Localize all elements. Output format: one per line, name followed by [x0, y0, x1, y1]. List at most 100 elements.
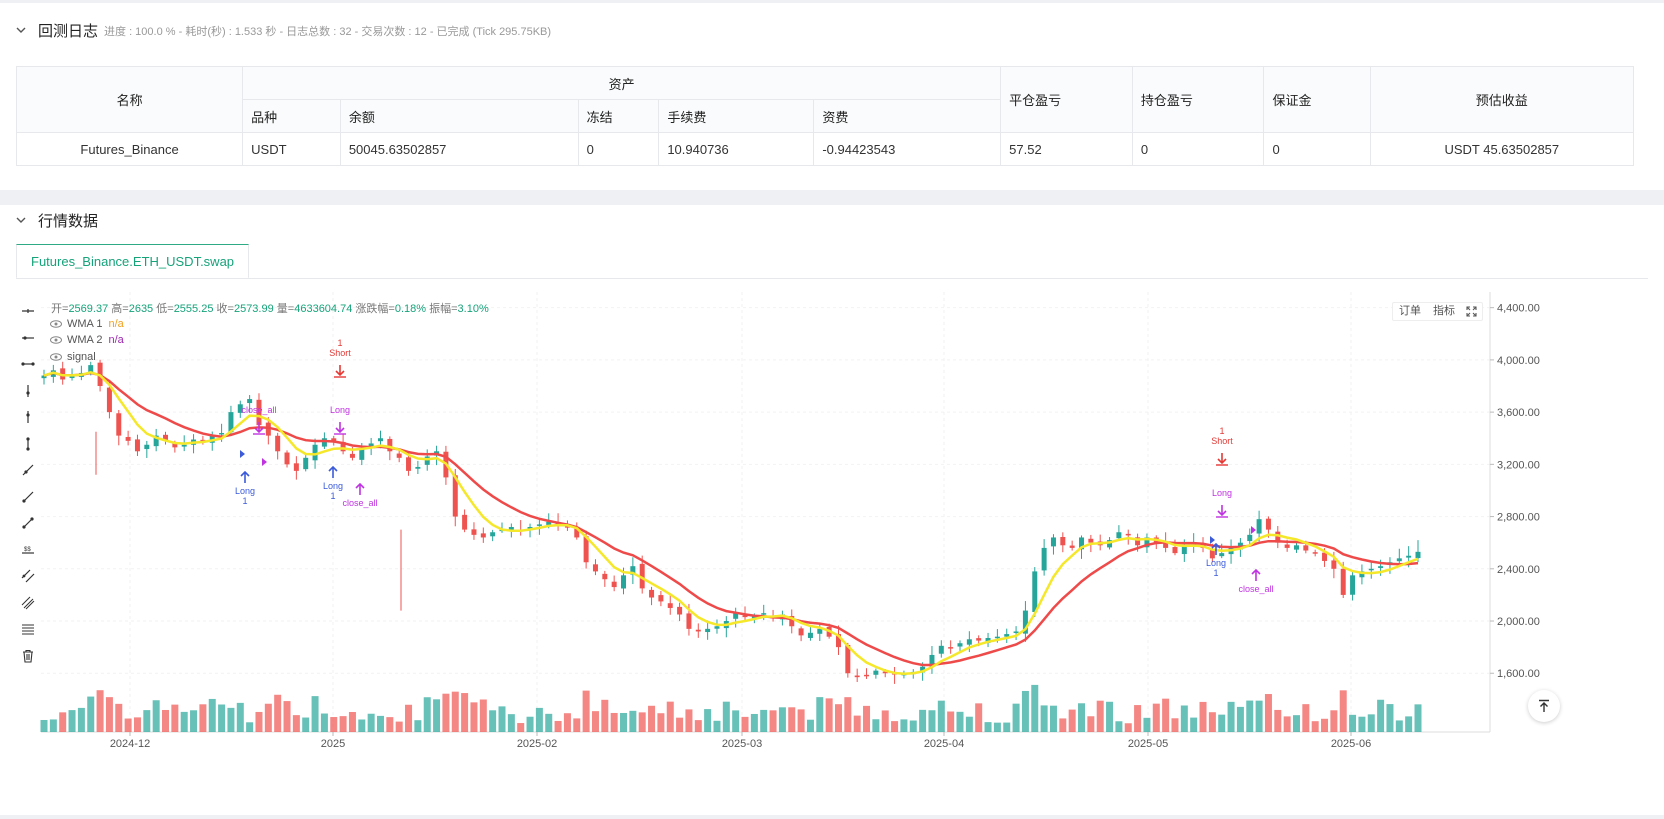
volume-bar — [40, 719, 48, 732]
volume-bar — [339, 716, 347, 732]
signal-marker-long[interactable]: Long — [1212, 488, 1232, 518]
legend-signal[interactable]: signal — [50, 351, 102, 363]
candle-body — [602, 573, 608, 580]
price-chart[interactable]: 1,600.00 2,000.00 2,400.00 2,800.00 3,200.00… — [0, 292, 1664, 762]
time-tick-label: 2025-04 — [924, 738, 964, 750]
extended-line-icon[interactable] — [17, 510, 39, 537]
volume-bar — [1078, 703, 1086, 732]
volume-bar — [1395, 720, 1403, 732]
header-close-pnl: 平仓盈亏 — [1000, 66, 1133, 133]
fib-retracement-icon[interactable] — [17, 616, 39, 643]
fullscreen-icon[interactable] — [1461, 303, 1482, 320]
orders-button[interactable]: 订单 — [1399, 305, 1421, 317]
signal-marker-long[interactable]: Long — [330, 405, 350, 435]
candle-body — [1265, 518, 1271, 530]
candle-body — [789, 615, 795, 627]
ray-line-icon[interactable] — [17, 484, 39, 511]
candle-body — [1163, 541, 1169, 548]
svg-text:Long: Long — [1212, 488, 1232, 498]
volume-bar — [1386, 704, 1394, 732]
vertical-ray-icon[interactable] — [17, 404, 39, 431]
candle-body — [406, 457, 412, 471]
delete-icon[interactable] — [17, 643, 39, 670]
volume-bar — [1049, 705, 1057, 732]
volume-bar — [96, 690, 104, 732]
signal-marker-close-all[interactable]: close_all — [241, 405, 277, 435]
candle-body — [284, 452, 290, 465]
crosshair-icon[interactable] — [17, 298, 39, 325]
trade-marker — [1210, 536, 1215, 544]
volume-bar — [264, 703, 272, 732]
volume-bar — [405, 704, 413, 732]
candle-body — [1060, 536, 1066, 546]
svg-text:$$: $$ — [24, 547, 31, 553]
candle-body — [415, 466, 421, 469]
tab-eth-usdt-swap[interactable]: Futures_Binance.ETH_USDT.swap — [16, 244, 250, 279]
candle-body — [1350, 575, 1356, 595]
candle-body — [303, 457, 309, 470]
candle-body — [1022, 610, 1028, 634]
candle-body — [649, 589, 655, 598]
ohlc-readout: 开=2569.37 高=2635 低=2555.25 收=2573.99 量=4… — [51, 303, 489, 315]
chart-button-group: 订单 指标 — [1392, 302, 1483, 321]
drawing-toolbar: $$ — [17, 298, 39, 669]
indicators-button[interactable]: 指标 — [1433, 305, 1455, 317]
candle-body — [1107, 540, 1113, 548]
volume-bar — [1405, 716, 1413, 732]
header-name: 名称 — [15, 66, 244, 133]
vertical-line-icon[interactable] — [17, 378, 39, 405]
eye-icon[interactable] — [50, 320, 62, 328]
volume-bar — [909, 720, 917, 732]
volume-bar — [124, 718, 132, 732]
eye-icon[interactable] — [50, 353, 62, 361]
time-tick-label: 2025-06 — [1331, 738, 1371, 750]
volume-bar — [825, 698, 833, 732]
horizontal-line-icon[interactable] — [17, 325, 39, 352]
volume-bar — [713, 720, 721, 732]
legend-wma2[interactable]: WMA 2 n/a — [50, 334, 124, 346]
signal-marker-close-all[interactable]: close_all — [342, 482, 378, 508]
horizontal-ray-icon[interactable] — [17, 351, 39, 378]
volume-bar — [732, 710, 740, 732]
volume-bar — [1218, 714, 1226, 732]
volume-bar — [1358, 716, 1366, 732]
volume-bar — [1339, 690, 1347, 732]
time-tick-label: 2025-05 — [1128, 738, 1168, 750]
chart-svg[interactable]: 1,600.00 2,000.00 2,400.00 2,800.00 3,200.00… — [0, 292, 1664, 762]
volume-bar — [376, 715, 384, 732]
svg-text:1: 1 — [1213, 568, 1218, 578]
chevron-down-icon[interactable] — [16, 215, 26, 225]
volume-bar — [601, 699, 609, 732]
candle-body — [592, 564, 598, 572]
trend-line-icon[interactable] — [17, 457, 39, 484]
svg-text:close_all: close_all — [1238, 584, 1273, 594]
volume-bar — [526, 716, 534, 732]
chevron-down-icon[interactable] — [16, 25, 26, 35]
price-line-icon[interactable]: $$ — [17, 537, 39, 564]
parallel-channel-icon[interactable] — [17, 563, 39, 590]
eye-icon[interactable] — [50, 336, 62, 344]
legend-wma1[interactable]: WMA 1 n/a — [50, 318, 124, 330]
signal-marker-close-all[interactable]: close_all — [1238, 568, 1274, 594]
volume-bar — [133, 717, 141, 732]
candle-body — [69, 375, 75, 379]
volume-bar — [704, 709, 712, 732]
candle-body — [349, 453, 355, 458]
fib-channel-icon[interactable] — [17, 590, 39, 617]
volume-bar — [87, 696, 95, 732]
volume-bar — [563, 713, 571, 732]
volume-bar — [180, 711, 188, 732]
market-panel-header[interactable]: 行情数据 — [16, 210, 98, 230]
candle-body — [1406, 555, 1412, 558]
scroll-to-top-button[interactable] — [1528, 690, 1560, 722]
log-panel-header[interactable]: 回测日志 进度 : 100.0 % - 耗时(秒) : 1.533 秒 - 日志… — [16, 20, 551, 40]
volume-bar — [806, 719, 814, 732]
volume-bar — [236, 702, 244, 732]
candle-body — [948, 647, 954, 649]
vertical-segment-icon[interactable] — [17, 431, 39, 458]
